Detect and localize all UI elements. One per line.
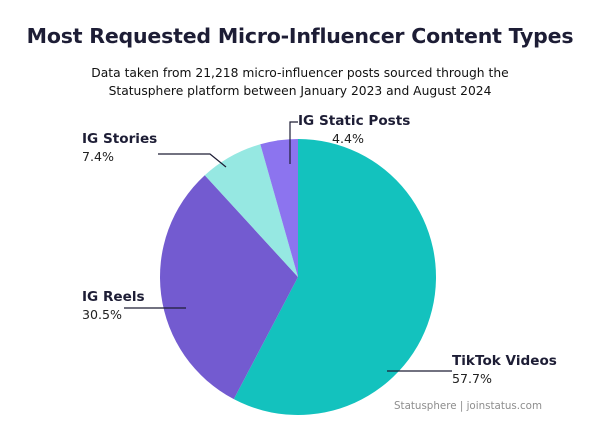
slice-name-ig-stories: IG Stories [82,131,158,147]
leader-line-ig-stories [158,153,227,168]
slice-label-ig-static-posts: IG Static Posts 4.4% [298,112,411,148]
slice-name-ig-reels: IG Reels [82,289,145,305]
chart-title: Most Requested Micro-Influencer Content … [26,24,574,48]
pie-slice-ig-static-posts [260,139,298,277]
chart-subtitle: Data taken from 21,218 micro-influencer … [91,66,509,98]
slice-name-tiktok-videos: TikTok Videos [452,353,557,369]
slice-value-ig-reels: 30.5% [82,307,123,322]
slice-value-tiktok-videos: 57.7% [452,371,493,386]
slice-label-tiktok-videos: TikTok Videos 57.7% [452,352,557,388]
source-credit: Statusphere | joinstatus.com [394,400,543,412]
pie-slice-tiktok-videos [233,139,437,415]
slice-label-ig-stories: IG Stories 7.4% [82,130,157,166]
leader-line-ig-static-posts [289,121,298,164]
slice-name-ig-static-posts: IG Static Posts [298,113,411,129]
slice-value-ig-static-posts: 4.4% [332,131,364,146]
pie-slice-ig-stories [204,144,298,277]
slice-value-ig-stories: 7.4% [82,149,114,164]
slice-label-ig-reels: IG Reels 30.5% [82,288,145,324]
pie-slice-ig-reels [159,175,298,400]
